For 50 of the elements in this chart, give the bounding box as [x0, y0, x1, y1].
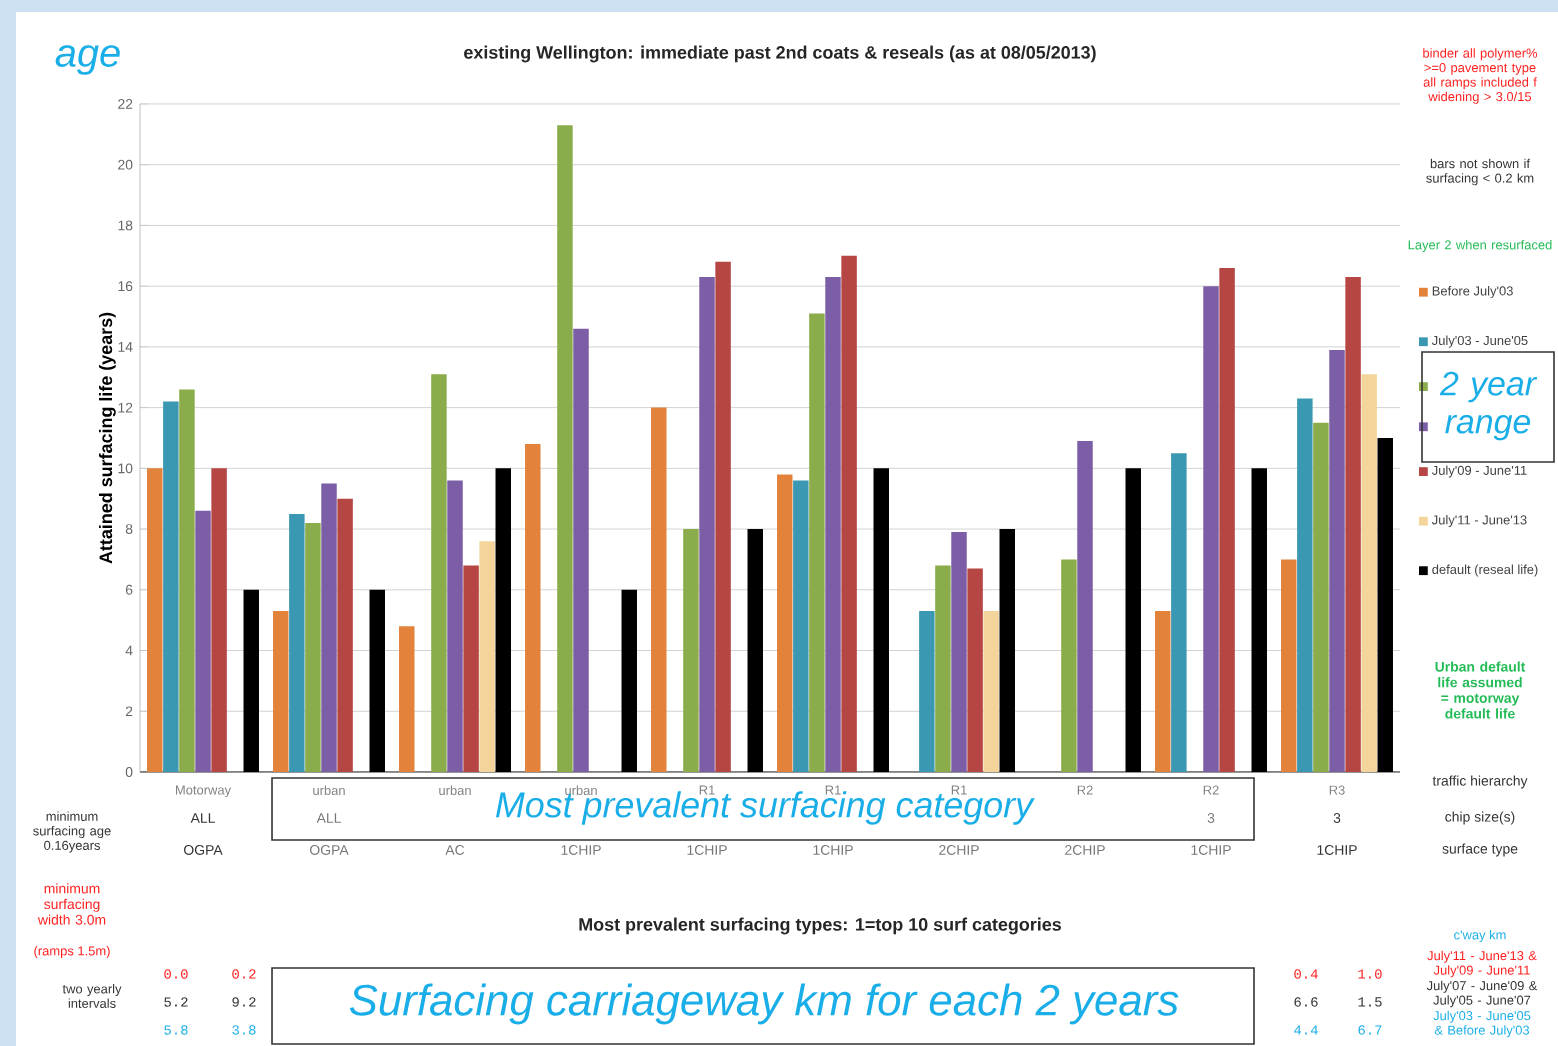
bar [211, 468, 227, 772]
text: Surfacing carriageway km for each 2 years [349, 983, 1179, 1025]
text: age [55, 45, 120, 75]
bar [399, 626, 415, 772]
bar [715, 261, 731, 772]
bar [525, 444, 541, 772]
chart-title: existing Wellington: immediate past 2nd coats & reseals (as at 08/05/2013) [464, 45, 1096, 63]
bar [809, 313, 825, 772]
bar [195, 510, 211, 772]
bar [951, 532, 967, 772]
bar [1281, 559, 1297, 772]
bar [337, 498, 353, 772]
bar [1297, 398, 1313, 772]
bar [147, 468, 163, 772]
bar [825, 277, 841, 772]
bar [699, 277, 715, 772]
bar [479, 541, 495, 772]
bar [447, 480, 463, 772]
bar [1171, 453, 1187, 772]
bar [683, 529, 699, 772]
bar [289, 513, 305, 772]
bar [557, 125, 573, 772]
bar [841, 255, 857, 772]
text: 2 year range [1439, 371, 1538, 441]
bar [983, 611, 999, 772]
text: Most prevalent surfacing types: 1=top 10 surf categories [579, 917, 1061, 935]
bar [1077, 441, 1093, 772]
bar [1345, 277, 1361, 772]
bar [463, 565, 479, 772]
bar [321, 483, 337, 772]
bar [1361, 374, 1377, 772]
bar [967, 568, 983, 772]
bar [793, 480, 809, 772]
bar [1155, 611, 1171, 772]
bar [179, 389, 195, 772]
bar [919, 611, 935, 772]
bar [1329, 349, 1345, 772]
bar [935, 565, 951, 772]
bar [573, 328, 589, 772]
bar [1061, 559, 1077, 772]
bar [273, 611, 289, 772]
bar [431, 374, 447, 772]
bar [1313, 422, 1329, 772]
bar [305, 522, 321, 772]
bar [1219, 267, 1235, 772]
bar [777, 474, 793, 772]
y-axis-title: Attained surfacing life (years) [98, 312, 116, 564]
bar [651, 407, 667, 772]
bar [1203, 286, 1219, 772]
bar [163, 401, 179, 772]
